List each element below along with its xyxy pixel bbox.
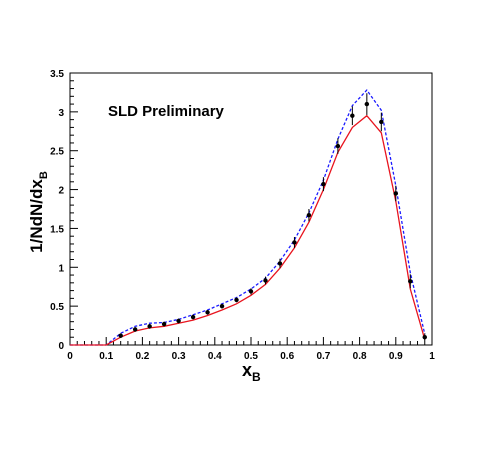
data-point <box>306 213 312 218</box>
x-tick-label: 0.1 <box>99 351 113 362</box>
y-tick-label: 2.5 <box>50 147 64 158</box>
data-point <box>321 181 326 187</box>
x-tick-label: 0.9 <box>389 351 403 362</box>
data-point <box>147 324 152 329</box>
solid-model-curve <box>70 114 426 346</box>
data-point <box>350 113 355 118</box>
data-point <box>277 261 283 266</box>
y-axis-title-sub: B <box>38 171 50 179</box>
y-tick-label: 2 <box>58 186 64 197</box>
x-tick-label: 0 <box>67 351 73 362</box>
x-tick-label: 0.2 <box>135 351 149 362</box>
x-axis-title: xB <box>242 360 261 384</box>
y-tick-label: 0 <box>58 341 64 352</box>
data-point <box>248 289 254 294</box>
data-point <box>205 310 210 315</box>
y-axis-ticks: 0 0.5 1 1.5 2 2.5 3 3.5 <box>50 69 78 352</box>
x-tick-label: 0.4 <box>208 351 222 362</box>
data-point <box>118 333 123 338</box>
data-point <box>393 191 398 196</box>
data-point <box>219 303 225 309</box>
x-axis-ticks: 0 0.1 0.2 0.3 0.4 0.5 0.6 0.7 0.8 0.9 1 <box>67 337 435 362</box>
x-tick-label: 0.5 <box>244 351 258 362</box>
data-point <box>335 143 341 149</box>
x-tick-label: 1 <box>429 351 435 362</box>
data-point <box>292 240 297 245</box>
data-point <box>234 297 239 303</box>
data-point <box>190 314 196 320</box>
data-point <box>422 335 427 340</box>
data-point <box>176 318 181 324</box>
x-axis-title-sub: B <box>252 370 261 384</box>
data-point <box>408 279 413 284</box>
y-tick-label: 1.5 <box>50 224 64 235</box>
x-axis-title-main: x <box>242 360 252 380</box>
data-points <box>118 93 427 342</box>
y-tick-label: 3.5 <box>50 69 64 80</box>
x-tick-label: 0.8 <box>353 351 367 362</box>
x-tick-label: 0.3 <box>172 351 186 362</box>
data-point <box>161 321 167 327</box>
data-point <box>364 101 370 107</box>
data-point <box>379 119 384 125</box>
y-tick-label: 0.5 <box>50 302 64 313</box>
y-axis-title: 1/NdN/dxB <box>27 171 50 253</box>
x-tick-label: 0.6 <box>280 351 294 362</box>
y-tick-label: 3 <box>58 108 64 119</box>
dashed-model-curve <box>70 89 426 346</box>
data-point <box>263 278 268 283</box>
chart-annotation: SLD Preliminary <box>108 103 225 120</box>
y-tick-label: 1 <box>58 263 64 274</box>
data-point <box>132 327 138 332</box>
x-tick-label: 0.7 <box>316 351 330 362</box>
model-curves <box>70 89 426 346</box>
y-axis-title-main: 1/NdN/dx <box>27 179 46 253</box>
